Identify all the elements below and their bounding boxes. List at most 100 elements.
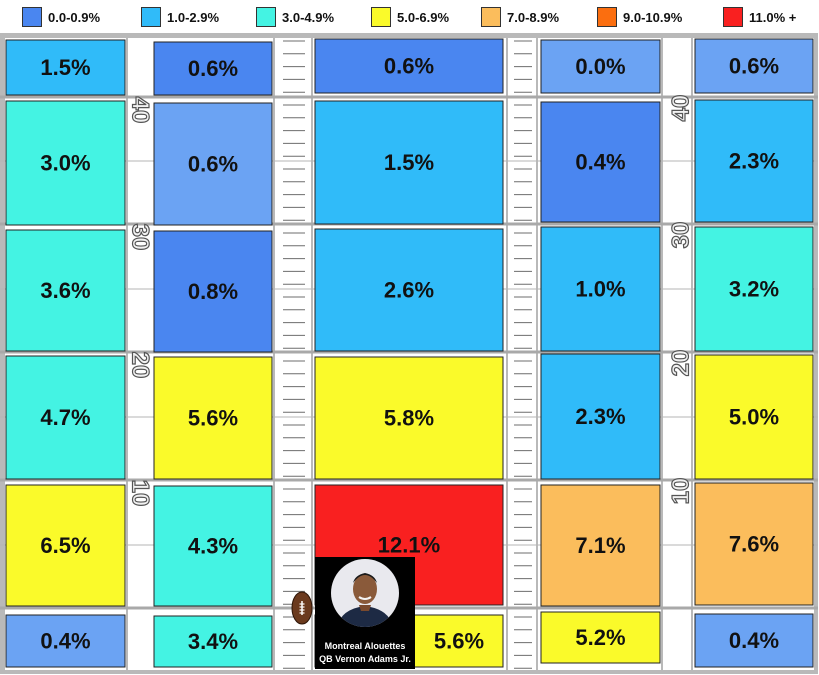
field-band: [275, 481, 311, 607]
legend-label: 0.0-0.9%: [48, 9, 101, 25]
zone-value: 3.0%: [40, 151, 90, 176]
legend-swatch: [22, 7, 42, 27]
zone-box: [314, 356, 504, 480]
zone-box: [540, 226, 661, 352]
football-field: 40 40 30 30 20 20 10 10 1.5% 0.6% 0.6% 0.0% 0.6% 3.0%…: [0, 33, 818, 674]
zone-value: 12.1%: [378, 533, 440, 558]
zone-value: 2.6%: [384, 278, 434, 303]
zone-value: 4.7%: [40, 405, 90, 430]
zone-box: [5, 229, 126, 352]
zone-box: [540, 611, 661, 664]
zone-value: 0.4%: [575, 150, 625, 175]
legend-item: 0.0-0.9%: [22, 6, 100, 28]
field-band: [275, 225, 311, 351]
field-band: [663, 353, 691, 479]
zone-value: 3.6%: [40, 278, 90, 303]
field-band: [508, 353, 536, 479]
field-band: [663, 609, 691, 670]
legend-swatch: [371, 7, 391, 27]
zone-value: 6.5%: [40, 533, 90, 558]
zone-value: 0.6%: [384, 54, 434, 79]
yard-number: 40: [668, 95, 695, 122]
field-band: [663, 225, 691, 351]
player-name: QB Vernon Adams Jr.: [319, 654, 411, 664]
zone-box: [694, 38, 814, 94]
yard-number: 30: [127, 224, 154, 251]
legend-label: 3.0-4.9%: [282, 9, 335, 25]
field-band: [508, 609, 536, 670]
zone-value: 4.3%: [188, 534, 238, 559]
legend-swatch: [481, 7, 501, 27]
legend-label: 7.0-8.9%: [507, 9, 560, 25]
football-icon: [291, 591, 313, 625]
zone-value: 5.2%: [575, 625, 625, 650]
zone-value: 0.4%: [40, 629, 90, 654]
legend-item: 9.0-10.9%: [597, 6, 682, 28]
player-team: Montreal Alouettes: [324, 641, 406, 651]
zone-value: 7.1%: [575, 533, 625, 558]
zone-value: 5.6%: [188, 406, 238, 431]
yard-number: 20: [127, 352, 154, 379]
zone-box: [694, 482, 814, 606]
zone-box: [694, 354, 814, 480]
zone-box: [314, 228, 504, 352]
field-band: [508, 481, 536, 607]
zone-value: 0.6%: [188, 56, 238, 81]
zone-value: 3.4%: [188, 629, 238, 654]
legend-item: 11.0% +: [723, 6, 796, 28]
field-band: [663, 481, 691, 607]
zone-box: [5, 39, 126, 96]
player-headshot-icon: [331, 559, 399, 627]
zone-box: [153, 41, 273, 96]
legend-swatch: [141, 7, 161, 27]
zone-box: [540, 101, 661, 223]
legend-swatch: [597, 7, 617, 27]
zone-value: 0.8%: [188, 279, 238, 304]
legend-label: 9.0-10.9%: [623, 9, 683, 25]
zone-box: [540, 353, 661, 480]
zone-value: 0.4%: [729, 628, 779, 653]
zone-box: [5, 100, 126, 226]
legend-label: 1.0-2.9%: [167, 9, 220, 25]
zone-value: 1.5%: [40, 55, 90, 80]
legend-item: 5.0-6.9%: [371, 6, 449, 28]
zone-value: 1.5%: [384, 150, 434, 175]
zone-value: 0.6%: [188, 152, 238, 177]
legend-item: 1.0-2.9%: [141, 6, 219, 28]
legend-label: 11.0% +: [749, 9, 797, 25]
zone-value: 7.6%: [729, 532, 779, 557]
zone-box: [314, 38, 504, 94]
yard-number: 20: [668, 350, 695, 377]
zone-box: [540, 484, 661, 607]
zone-box: [153, 485, 273, 607]
zone-box: [540, 39, 661, 94]
legend-swatch: [723, 7, 743, 27]
zone-box: [314, 100, 504, 225]
zone-box: [694, 99, 814, 223]
field-svg: 40 40 30 30 20 20 10 10 1.5% 0.6% 0.6% 0.0% 0.6% 3.0%…: [0, 38, 818, 670]
zone-value: 5.0%: [729, 405, 779, 430]
zone-box: [153, 102, 273, 226]
zone-box: [694, 226, 814, 352]
zone-value: 2.3%: [729, 149, 779, 174]
field-band: [508, 225, 536, 351]
legend-swatch: [256, 7, 276, 27]
field-band: [663, 38, 691, 96]
zone-box: [5, 614, 126, 668]
zone-value: 0.0%: [575, 54, 625, 79]
yard-number: 10: [127, 480, 154, 507]
field-band: [275, 353, 311, 479]
zone-value: 5.8%: [384, 406, 434, 431]
zone-box: [153, 615, 273, 668]
yard-number: 30: [668, 222, 695, 249]
zone-value: 1.0%: [575, 277, 625, 302]
zone-value: 3.2%: [729, 277, 779, 302]
yard-number: 40: [127, 97, 154, 124]
yard-number: 10: [668, 478, 695, 505]
player-card: Montreal Alouettes QB Vernon Adams Jr.: [315, 557, 415, 669]
zone-value: 0.6%: [729, 54, 779, 79]
legend-item: 7.0-8.9%: [481, 6, 559, 28]
zone-box: [5, 355, 126, 480]
legend: 0.0-0.9% 1.0-2.9% 3.0-4.9% 5.0-6.9% 7.0-8.9%…: [0, 0, 819, 32]
zone-box: [694, 613, 814, 668]
